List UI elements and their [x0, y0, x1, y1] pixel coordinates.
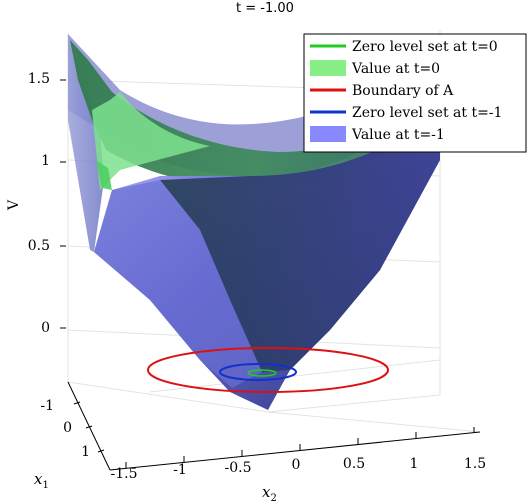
surface-t0-highlight — [92, 92, 210, 190]
x2-tick-label: 1 — [410, 456, 419, 472]
z-tick-label: 1.5 — [28, 71, 50, 87]
x1-axis-label: x1 — [34, 470, 49, 491]
x2-axis-label: x2 — [262, 483, 277, 504]
legend-swatch-patch — [310, 60, 346, 76]
zero-level-set-t-minus1-curve — [219, 363, 297, 381]
x1-axis: -1 0 1 x1 — [34, 381, 111, 491]
surface-t-minus1-left-face — [94, 180, 262, 388]
chart-title: t = -1.00 — [236, 1, 294, 16]
x2-tick-label: -0.5 — [225, 460, 252, 476]
boundary-of-a-curve — [147, 347, 389, 393]
legend-swatch-patch — [310, 126, 346, 142]
legend-label: Zero level set at t=0 — [352, 39, 498, 55]
legend-label: Value at t=0 — [351, 61, 440, 77]
zero-level-set-t0-curve — [247, 369, 277, 377]
z-axis-label: V — [6, 199, 22, 211]
legend-entry: Boundary of A — [310, 83, 454, 99]
legend-label: Zero level set at t=-1 — [352, 105, 502, 121]
x1-axis-subscript: 1 — [42, 480, 48, 491]
legend-label: Boundary of A — [352, 83, 454, 99]
z-tick-label: 0 — [41, 320, 50, 336]
legend-entry: Value at t=-1 — [310, 126, 445, 143]
legend-entry: Zero level set at t=-1 — [310, 105, 502, 121]
legend: Zero level set at t=0 Value at t=0 Boundar… — [303, 33, 527, 153]
x2-axis-subscript: 2 — [270, 493, 276, 504]
legend-label: Value at t=-1 — [351, 127, 445, 143]
z-tick-label: 0.5 — [28, 238, 50, 254]
x1-tick-label: 1 — [81, 444, 90, 460]
z-axis: V 1.5 1 0.5 0 — [6, 71, 66, 336]
surface-t-minus1-right — [160, 112, 440, 372]
x2-tick-label: -1 — [173, 462, 187, 478]
z-tick-label: 1 — [41, 153, 50, 169]
legend-entry: Zero level set at t=0 — [310, 39, 498, 55]
x2-tick-label: 1.5 — [464, 456, 486, 472]
x2-tick-label: -1.5 — [111, 466, 138, 482]
x1-tick-label: 0 — [63, 420, 72, 436]
x2-tick-label: 0.5 — [343, 456, 365, 472]
surface-t0-edge — [96, 160, 112, 190]
legend-entry: Value at t=0 — [310, 60, 440, 77]
x2-tick-label: 0 — [292, 457, 301, 473]
x1-axis-letter: x — [34, 470, 43, 488]
surface-t-minus1-left-wall — [68, 34, 104, 252]
x2-axis: -1.5 -1 -0.5 0 0.5 1 1.5 x2 — [109, 427, 486, 504]
x2-axis-letter: x — [262, 483, 271, 501]
x1-tick-label: -1 — [40, 398, 54, 414]
